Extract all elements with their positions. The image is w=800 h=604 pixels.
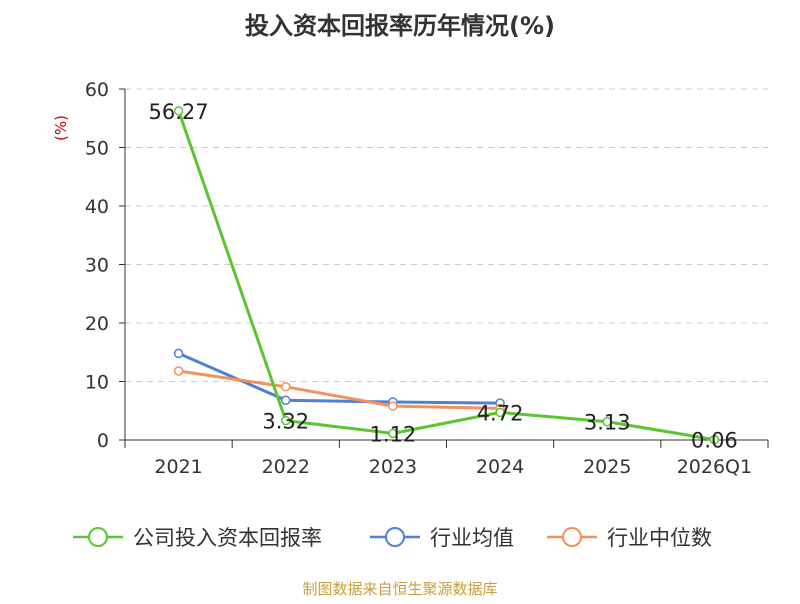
legend-swatch-marker	[385, 527, 405, 547]
data-labels: 56.27 3.32 1.12 4.72 3.13 0.06	[149, 100, 738, 453]
series-line	[177, 109, 716, 442]
legend-item[interactable]: 行业中位数	[547, 526, 712, 550]
series-line	[177, 369, 502, 410]
legend-label: 行业均值	[430, 526, 514, 550]
data-point	[173, 348, 184, 359]
source-note: 制图数据来自恒生聚源数据库	[302, 580, 498, 598]
legend-label: 公司投入资本回报率	[133, 526, 322, 550]
data-point	[173, 106, 184, 116]
data-label: 4.72	[477, 401, 524, 425]
chart-title: 投入资本回报率历年情况(%)	[245, 12, 555, 40]
x-tick-label: 2026Q1	[677, 456, 752, 478]
data-point	[173, 366, 184, 376]
y-tick-label: 60	[85, 79, 109, 101]
legend-swatch-marker	[562, 527, 582, 547]
y-tick-label: 30	[85, 255, 109, 277]
legend-item[interactable]: 行业均值	[370, 526, 514, 550]
y-tick-label: 50	[85, 138, 109, 160]
grid-lines	[125, 88, 768, 382]
y-tick-label: 10	[85, 372, 109, 394]
series-line	[177, 351, 502, 405]
data-label: 3.13	[584, 411, 631, 435]
data-label: 56.27	[149, 100, 209, 124]
x-tick-label: 2022	[262, 456, 310, 478]
x-tick-label: 2023	[369, 456, 417, 478]
legend-item[interactable]: 公司投入资本回报率	[73, 526, 322, 550]
legend-swatch-marker	[88, 527, 108, 547]
data-point	[388, 428, 398, 439]
data-point	[281, 382, 291, 392]
data-point	[495, 407, 505, 418]
x-tick-label: 2025	[583, 456, 631, 478]
legend[interactable]: 公司投入资本回报率 行业均值 行业中位数	[73, 526, 712, 550]
data-point	[709, 434, 720, 445]
x-tick-label: 2024	[476, 456, 524, 478]
legend-label: 行业中位数	[607, 526, 712, 550]
data-label: 3.32	[262, 410, 309, 434]
data-label: 0.06	[691, 429, 738, 453]
data-point	[281, 415, 291, 426]
y-axis-unit-label: (%)	[52, 115, 70, 141]
data-point	[388, 401, 398, 411]
series-lines	[173, 106, 720, 445]
y-tick-label: 40	[85, 196, 109, 218]
data-point	[281, 395, 291, 405]
data-label: 1.12	[370, 422, 417, 446]
data-point	[602, 416, 612, 427]
y-tick-label: 20	[85, 313, 109, 335]
x-tick-label: 2021	[154, 456, 202, 478]
axes: 0 10 20 30 40 50 60 2021 2022 2023 2024 2025 2026Q1	[85, 79, 769, 478]
y-tick-label: 0	[97, 430, 109, 452]
